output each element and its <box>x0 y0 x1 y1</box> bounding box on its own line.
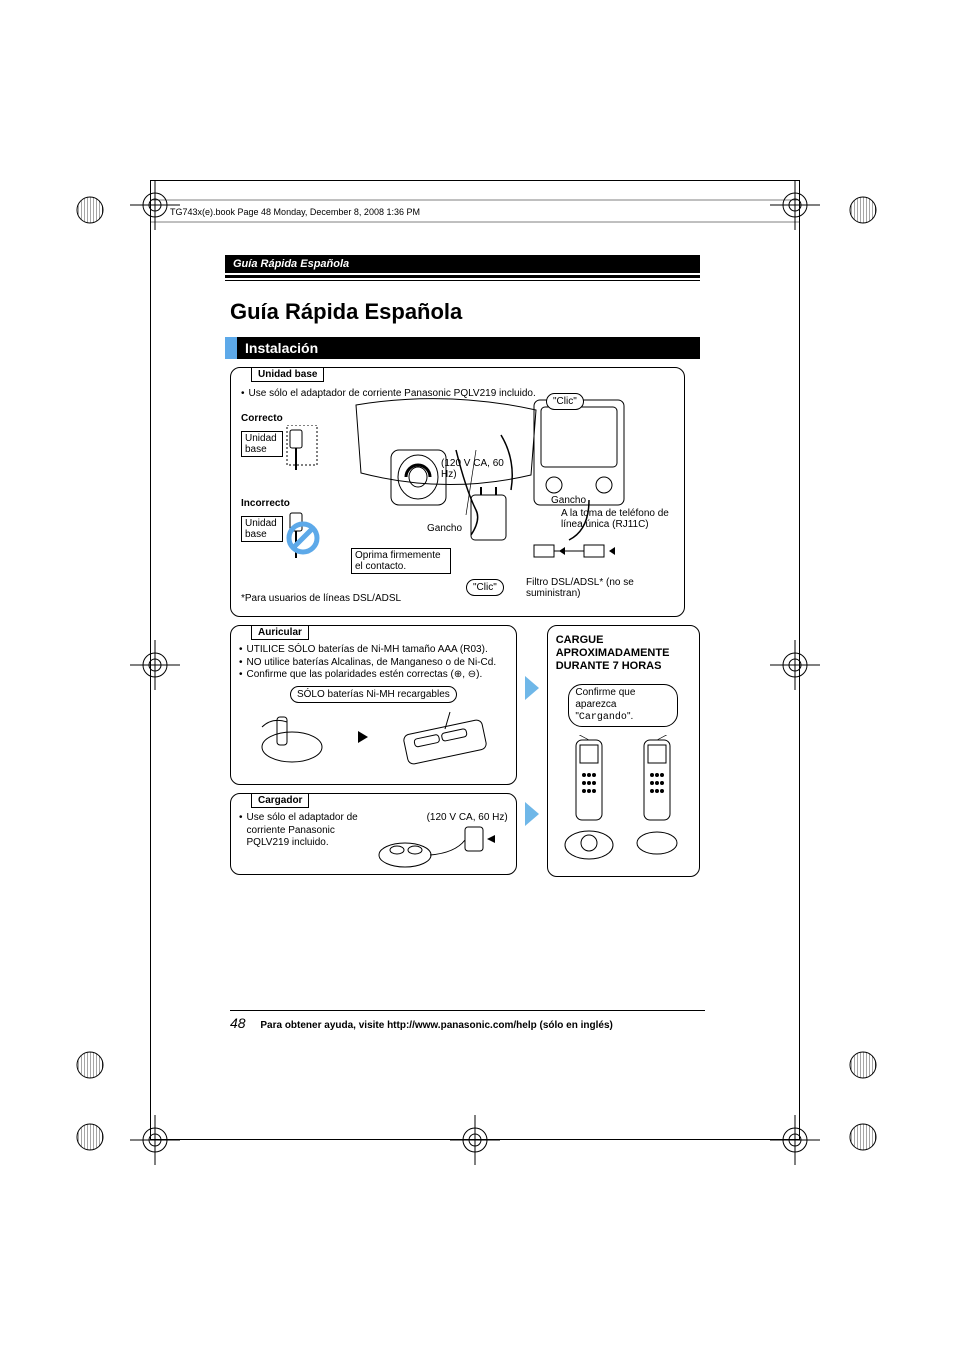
charger-tab: Cargador <box>251 793 309 808</box>
page-title: Guía Rápida Española <box>230 299 700 325</box>
arrow-column <box>525 625 539 877</box>
corner-dot-icon <box>848 1122 878 1152</box>
plug-incorrect-icon <box>285 508 335 568</box>
battery-insert-2-icon <box>395 707 495 767</box>
content-area: Guía Rápida Española Guía Rápida Español… <box>230 255 700 877</box>
base-unit-diagram: Correcto Unidad base Incorrecto Unidad b… <box>241 403 674 613</box>
arrow-blue-icon <box>525 676 539 700</box>
handset-b2: NO utilice baterías Alcalinas, de Mangan… <box>239 657 508 670</box>
crop-mark-icon <box>130 640 180 690</box>
label-hook-2: Gancho <box>551 495 586 506</box>
crop-mark-icon <box>770 640 820 690</box>
charger-voltage: (120 V CA, 60 Hz) <box>375 812 508 823</box>
handset-b1: UTILICE SÓLO baterías de Ni-MH tamaño AA… <box>239 644 508 657</box>
label-clic-1: "Clic" <box>546 393 584 410</box>
crop-mark-icon <box>130 1115 180 1165</box>
section-heading: Instalación <box>225 337 700 359</box>
crop-mark-icon <box>130 180 180 230</box>
battery-insert-1-icon <box>252 707 332 767</box>
label-correct: Correcto <box>241 413 283 424</box>
crop-mark-icon <box>450 1115 500 1165</box>
label-incorrect: Incorrecto <box>241 498 290 509</box>
footer-help-text: Para obtener ayuda, visite http://www.pa… <box>260 1020 612 1031</box>
charge-box: CARGUE APROXIMADAMENTE DURANTE 7 HORAS C… <box>547 625 700 877</box>
charge-headline: CARGUE APROXIMADAMENTE DURANTE 7 HORAS <box>556 634 691 674</box>
crop-mark-icon <box>770 1115 820 1165</box>
charger-illustration <box>375 825 495 870</box>
label-to-jack: A la toma de teléfono de línea única (RJ… <box>561 508 671 530</box>
corner-dot-icon <box>75 1122 105 1152</box>
page-root: TG743x(e).book Page 48 Monday, December … <box>0 0 954 1351</box>
label-unit-base-2: Unidad base <box>241 516 283 542</box>
handset-pill: SÓLO baterías Ni-MH recargables <box>290 686 457 703</box>
running-head: Guía Rápida Española <box>225 255 700 273</box>
label-clic-2: "Clic" <box>466 579 504 596</box>
charger-bullet: Use sólo el adaptador de corriente Panas… <box>239 812 369 850</box>
handset-tab: Auricular <box>251 625 309 640</box>
bookline-rule <box>150 198 800 226</box>
row-handset-charger: Auricular UTILICE SÓLO baterías de Ni-MH… <box>230 625 700 877</box>
handset-b3: Confirme que las polaridades estén corre… <box>239 669 508 682</box>
label-press-firmly: Oprima firmemente el contacto. <box>351 548 451 574</box>
charge-confirm: Confirme que aparezca "Cargando". <box>568 684 678 727</box>
plug-correct-icon <box>285 425 325 475</box>
col-right: CARGUE APROXIMADAMENTE DURANTE 7 HORAS C… <box>547 625 700 877</box>
label-dsl-note: *Para usuarios de líneas DSL/ADSL <box>241 593 401 604</box>
page-footer: 48 Para obtener ayuda, visite http://www… <box>230 1010 705 1031</box>
arrow-blue-icon <box>525 802 539 826</box>
crop-mark-icon <box>770 180 820 230</box>
label-hook-1: Gancho <box>427 523 462 534</box>
handset-on-base-icon <box>562 735 617 865</box>
page-number: 48 <box>230 1015 246 1031</box>
col-left: Auricular UTILICE SÓLO baterías de Ni-MH… <box>230 625 517 877</box>
base-unit-box: Unidad base Use sólo el adaptador de cor… <box>230 367 685 617</box>
arrow-right-icon <box>358 731 368 743</box>
label-voltage: (120 V CA, 60 Hz) <box>441 458 511 480</box>
handset-on-charger-icon <box>630 735 685 865</box>
base-unit-tab: Unidad base <box>251 367 324 382</box>
handset-box: Auricular UTILICE SÓLO baterías de Ni-MH… <box>230 625 517 785</box>
jack-illustration <box>529 395 679 565</box>
corner-dot-icon <box>848 1050 878 1080</box>
double-rule <box>225 275 700 281</box>
label-unit-base-1: Unidad base <box>241 431 283 457</box>
corner-dot-icon <box>75 195 105 225</box>
corner-dot-icon <box>75 1050 105 1080</box>
label-dsl-filter: Filtro DSL/ADSL* (no se suministran) <box>526 577 656 599</box>
charger-box: Cargador Use sólo el adaptador de corrie… <box>230 793 517 875</box>
corner-dot-icon <box>848 195 878 225</box>
